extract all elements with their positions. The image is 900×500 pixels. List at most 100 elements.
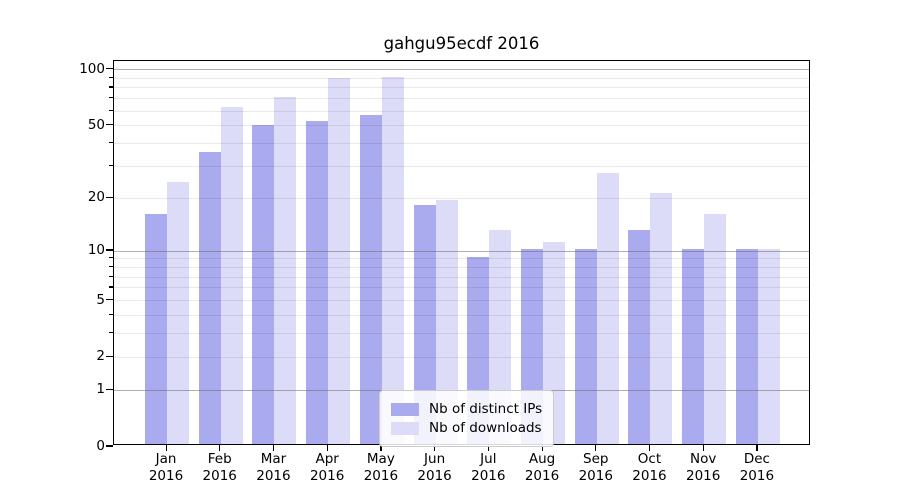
bar-may-downloads — [381, 76, 404, 444]
gridline-minor-60 — [114, 110, 809, 112]
legend-item-downloads: Nb of downloads — [391, 420, 542, 436]
x-tick-label-nov: Nov 2016 — [686, 451, 721, 484]
bar-apr-distinct-ips — [306, 120, 329, 444]
y-minortick-60 — [109, 109, 113, 111]
gridline-minor-20 — [114, 197, 809, 199]
y-tick-label-10: 10 — [87, 242, 105, 258]
y-tick-label-100: 100 — [79, 60, 105, 77]
gridline-minor-4 — [114, 314, 809, 316]
x-tick-label-jun: Jun 2016 — [417, 451, 452, 484]
legend: Nb of distinct IPs Nb of downloads — [379, 390, 555, 447]
plot-area: Nb of distinct IPs Nb of downloads — [113, 60, 810, 447]
bar-dec-downloads — [757, 249, 780, 444]
y-minortick-8 — [109, 265, 113, 268]
y-minortick-30 — [109, 164, 113, 166]
y-tick-1 — [106, 388, 113, 390]
y-minortick-2 — [109, 355, 113, 357]
x-tick-jun — [434, 445, 436, 451]
x-tick-dec — [756, 445, 758, 451]
bar-feb-distinct-ips — [198, 152, 221, 444]
legend-swatch-distinct-ips — [391, 402, 419, 416]
y-minortick-50 — [109, 124, 113, 126]
x-tick-label-apr: Apr 2016 — [309, 451, 345, 484]
y-minortick-7 — [109, 275, 113, 277]
x-tick-nov — [702, 445, 704, 451]
y-tick-label-2: 2 — [96, 348, 105, 365]
y-minortick-80 — [109, 86, 113, 88]
x-tick-label-jan: Jan 2016 — [148, 451, 184, 484]
gridline-minor-5 — [114, 300, 809, 302]
y-minortick-4 — [109, 313, 113, 316]
bar-dec-distinct-ips — [735, 249, 758, 444]
bar-mar-downloads — [274, 96, 297, 444]
x-tick-label-oct: Oct 2016 — [632, 451, 667, 484]
y-minortick-5 — [109, 299, 113, 301]
legend-label-distinct-ips: Nb of distinct IPs — [429, 401, 543, 417]
y-tick-label-0: 0 — [96, 438, 105, 454]
y-minortick-20 — [109, 196, 113, 198]
bar-feb-downloads — [220, 106, 243, 444]
legend-item-distinct-ips: Nb of distinct IPs — [391, 401, 542, 417]
gridline-minor-90 — [114, 77, 809, 79]
gridline-minor-80 — [114, 87, 809, 89]
gridline-minor-30 — [114, 165, 809, 167]
bar-mar-distinct-ips — [252, 125, 275, 444]
y-minortick-6 — [109, 286, 113, 288]
bar-apr-downloads — [328, 78, 351, 444]
x-tick-sep — [595, 445, 597, 451]
gridline-minor-70 — [114, 98, 809, 100]
bar-sep-distinct-ips — [574, 249, 597, 444]
bar-jan-distinct-ips — [145, 213, 167, 444]
bar-jun-downloads — [435, 200, 458, 444]
y-tick-label-5: 5 — [96, 291, 105, 308]
y-tick-label-50: 50 — [87, 116, 105, 133]
bar-sep-downloads — [596, 172, 619, 444]
gridline-major-10 — [114, 250, 809, 252]
x-tick-oct — [648, 445, 651, 451]
bar-nov-distinct-ips — [682, 249, 705, 444]
bar-jan-downloads — [167, 182, 189, 444]
x-tick-may — [380, 445, 382, 451]
x-tick-jan — [165, 445, 167, 451]
x-tick-label-aug: Aug 2016 — [524, 451, 560, 484]
y-minortick-9 — [109, 257, 113, 259]
x-tick-label-feb: Feb 2016 — [202, 451, 237, 484]
legend-swatch-downloads — [391, 421, 419, 435]
legend-label-downloads: Nb of downloads — [429, 420, 542, 436]
bar-oct-downloads — [650, 192, 673, 444]
x-tick-aug — [541, 445, 543, 451]
gridline-major-100 — [114, 69, 809, 71]
x-tick-mar — [272, 445, 275, 451]
x-tick-label-may: May 2016 — [363, 451, 399, 484]
x-tick-label-dec: Dec 2016 — [739, 451, 775, 484]
chart-title: gahgu95ecdf 2016 — [383, 34, 540, 53]
bar-oct-distinct-ips — [628, 229, 651, 444]
gridline-minor-3 — [114, 333, 809, 335]
gridline-minor-2 — [114, 356, 809, 358]
x-tick-label-mar: Mar 2016 — [256, 451, 291, 484]
x-tick-apr — [326, 445, 328, 451]
y-tick-10 — [106, 249, 113, 251]
gridline-minor-9 — [114, 258, 809, 260]
y-tick-label-1: 1 — [96, 381, 105, 398]
y-tick-0 — [106, 445, 113, 447]
x-tick-jul — [487, 445, 489, 451]
y-tick-label-20: 20 — [87, 189, 105, 206]
gridline-minor-40 — [114, 142, 809, 144]
x-tick-label-sep: Sep 2016 — [578, 451, 613, 484]
bar-may-distinct-ips — [359, 114, 382, 444]
gridline-minor-6 — [114, 287, 809, 289]
x-tick-label-jul: Jul 2016 — [471, 451, 506, 484]
y-minortick-90 — [109, 76, 113, 78]
y-minortick-70 — [109, 97, 113, 99]
y-minortick-40 — [109, 141, 113, 144]
x-tick-feb — [219, 445, 221, 451]
gridline-minor-8 — [114, 266, 809, 268]
gridline-minor-7 — [114, 276, 809, 278]
y-minortick-3 — [109, 332, 113, 334]
gridline-minor-50 — [114, 125, 809, 127]
bar-nov-downloads — [704, 213, 727, 444]
y-tick-100 — [106, 68, 113, 70]
bar-jun-distinct-ips — [413, 204, 436, 444]
